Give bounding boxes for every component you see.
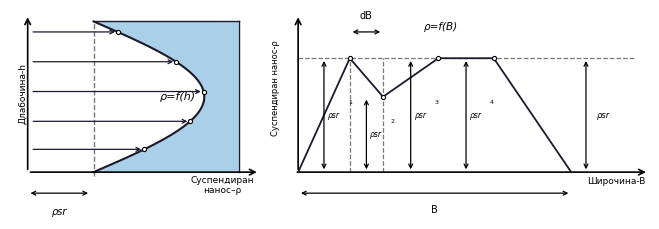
- Text: ρsr: ρsr: [370, 130, 382, 139]
- Text: ρ=f(B): ρ=f(B): [424, 22, 458, 32]
- Text: Суспендиран
нанос–ρ: Суспендиран нанос–ρ: [190, 176, 254, 195]
- Text: ρsr: ρsr: [51, 207, 67, 217]
- Text: ρ=f(h): ρ=f(h): [159, 92, 196, 102]
- Text: ρsr: ρsr: [470, 111, 482, 120]
- Text: ρsr: ρsr: [597, 111, 610, 120]
- Polygon shape: [94, 22, 239, 172]
- Text: Широчина-B: Широчина-B: [587, 177, 645, 186]
- Text: 4: 4: [490, 100, 494, 105]
- Text: ρsr: ρsr: [328, 111, 339, 120]
- Text: dB: dB: [360, 11, 373, 22]
- Text: 3: 3: [435, 100, 439, 105]
- Text: B: B: [431, 205, 438, 215]
- Text: Длабочина-h: Длабочина-h: [18, 63, 27, 124]
- Text: ρsr: ρsr: [415, 111, 426, 120]
- Text: 1: 1: [348, 100, 352, 105]
- Text: Суспендиран нанос-ρ: Суспендиран нанос-ρ: [272, 40, 281, 136]
- Text: 2: 2: [390, 119, 394, 124]
